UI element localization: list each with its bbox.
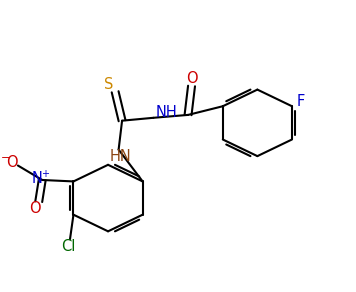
Text: F: F <box>297 94 305 110</box>
Text: O: O <box>186 71 197 86</box>
Text: O: O <box>30 201 41 216</box>
Text: NH: NH <box>156 105 177 119</box>
Text: Cl: Cl <box>61 239 75 254</box>
Text: +: + <box>41 168 49 179</box>
Text: S: S <box>104 77 114 92</box>
Text: −: − <box>1 153 10 163</box>
Text: HN: HN <box>110 149 131 164</box>
Text: N: N <box>32 171 42 186</box>
Text: O: O <box>6 154 17 170</box>
